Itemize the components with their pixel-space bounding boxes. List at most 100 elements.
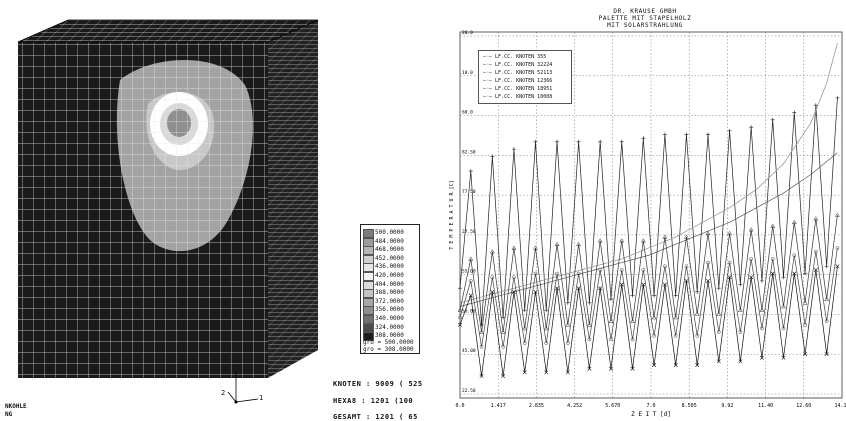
data-point (727, 128, 732, 133)
x-tick-label: 4.252 (567, 403, 582, 409)
legend-row: 484.0000 (363, 237, 417, 247)
data-point (490, 154, 495, 159)
data-point (748, 227, 754, 232)
data-point (727, 260, 732, 265)
series-legend-entry: —◦— LF.CC. KNOTEN 52113 (483, 70, 553, 76)
x-tick-label: 12.60 (796, 403, 811, 409)
data-point (813, 216, 819, 221)
legend-value: 468.0000 (375, 246, 404, 254)
legend-gro-max: gro = 500.0000 (363, 339, 414, 346)
triad-z-label: 3 (232, 363, 237, 371)
data-point (533, 289, 538, 294)
data-point (792, 110, 797, 115)
data-point (619, 282, 624, 287)
data-point (511, 289, 516, 294)
legend-value: 356.0000 (375, 306, 404, 314)
series-line (459, 247, 838, 347)
data-point (619, 268, 624, 272)
data-point (490, 289, 495, 294)
legend-swatch (363, 306, 374, 316)
data-point (598, 139, 603, 144)
data-point (554, 241, 560, 247)
data-point (533, 139, 538, 144)
x-tick-label: 1.417 (491, 403, 506, 409)
legend-swatch (363, 289, 374, 299)
data-point (673, 363, 678, 368)
legend-row: 340.0000 (363, 314, 417, 324)
data-point (716, 286, 721, 291)
x-tick-label: 2.835 (529, 403, 544, 409)
data-point (586, 322, 592, 327)
data-point (684, 132, 689, 137)
fem-block-view (17, 19, 319, 404)
data-point (652, 363, 657, 368)
series-legend-entry: —◦— LF.CC. KNOTEN 355 (483, 54, 547, 60)
data-point (695, 333, 700, 338)
series-legend-entry: —◦— LF.CC. KNOTEN 12366 (483, 78, 553, 84)
data-point (543, 325, 549, 331)
plot-title-line-2: PALETTE MIT STAPELHOLZ (598, 15, 692, 22)
data-point (619, 139, 624, 144)
axis-triad (227, 372, 259, 404)
stats-knoten: KNOTEN : 9009 ( 525 (333, 380, 423, 388)
data-point (511, 245, 517, 250)
data-point (813, 103, 818, 108)
data-point (458, 286, 462, 291)
data-point (760, 326, 764, 331)
data-point (597, 238, 603, 243)
data-point (749, 275, 754, 280)
data-point (781, 326, 786, 331)
x-tick-label: 7.0 (646, 403, 655, 409)
data-point (652, 293, 657, 298)
data-point (803, 271, 808, 276)
data-point (792, 271, 797, 276)
data-point (813, 267, 818, 272)
series-line (459, 266, 838, 377)
data-point (673, 333, 678, 338)
data-point (576, 241, 582, 247)
data-point (770, 271, 775, 276)
data-point (695, 289, 700, 294)
data-point (587, 366, 592, 371)
data-point (565, 322, 571, 327)
data-point (522, 325, 528, 331)
data-point (468, 169, 473, 174)
data-point (824, 352, 829, 357)
data-point (835, 246, 840, 250)
data-point (824, 319, 829, 323)
temperature-plot-panel: DR. KRAUSE GMBH PALETTE MIT STAPELHOLZ M… (444, 0, 846, 421)
fem-panel: 3 1 2 500.0000 484.0000 468.0000 452.0000 43… (5, 19, 423, 421)
data-point (598, 268, 603, 272)
data-point (641, 282, 646, 287)
x-tick-label: 14.17 (834, 403, 846, 409)
data-point (565, 370, 570, 375)
legend-gro-min: gro = 308.0000 (363, 346, 414, 353)
data-point (479, 344, 484, 349)
data-point (791, 219, 797, 225)
data-point (468, 256, 474, 261)
stats-gesamt: GESAMT : 1201 ( 65 (333, 413, 418, 421)
data-point (522, 341, 527, 345)
data-point (738, 359, 743, 364)
data-point (651, 314, 657, 320)
series-legend-entry: —◦— LF.CC. KNOTEN 10008 (483, 94, 553, 100)
data-point (759, 278, 764, 283)
data-point (684, 264, 689, 269)
y-tick-label: 60.0 (462, 110, 473, 116)
x-tick-label: 8.505 (682, 403, 697, 409)
legend-swatch (363, 272, 374, 281)
data-point (533, 245, 538, 250)
data-point (608, 366, 613, 371)
legend-value: 404.0000 (375, 280, 404, 288)
stats-hexa: HEXA8 : 1201 (100 (333, 397, 414, 405)
data-point (555, 139, 560, 144)
data-point (824, 296, 830, 301)
data-point (630, 366, 635, 371)
series-legend-entry: —◦— LF.CC. KNOTEN 32224 (483, 62, 553, 68)
plot-title-line-3: MIT SOLARSTRAHLUNG (607, 22, 683, 29)
data-point (673, 293, 678, 298)
legend-swatch (363, 229, 374, 238)
legend-value: 324.0000 (375, 323, 404, 331)
data-point (576, 286, 581, 291)
data-point (695, 363, 700, 368)
